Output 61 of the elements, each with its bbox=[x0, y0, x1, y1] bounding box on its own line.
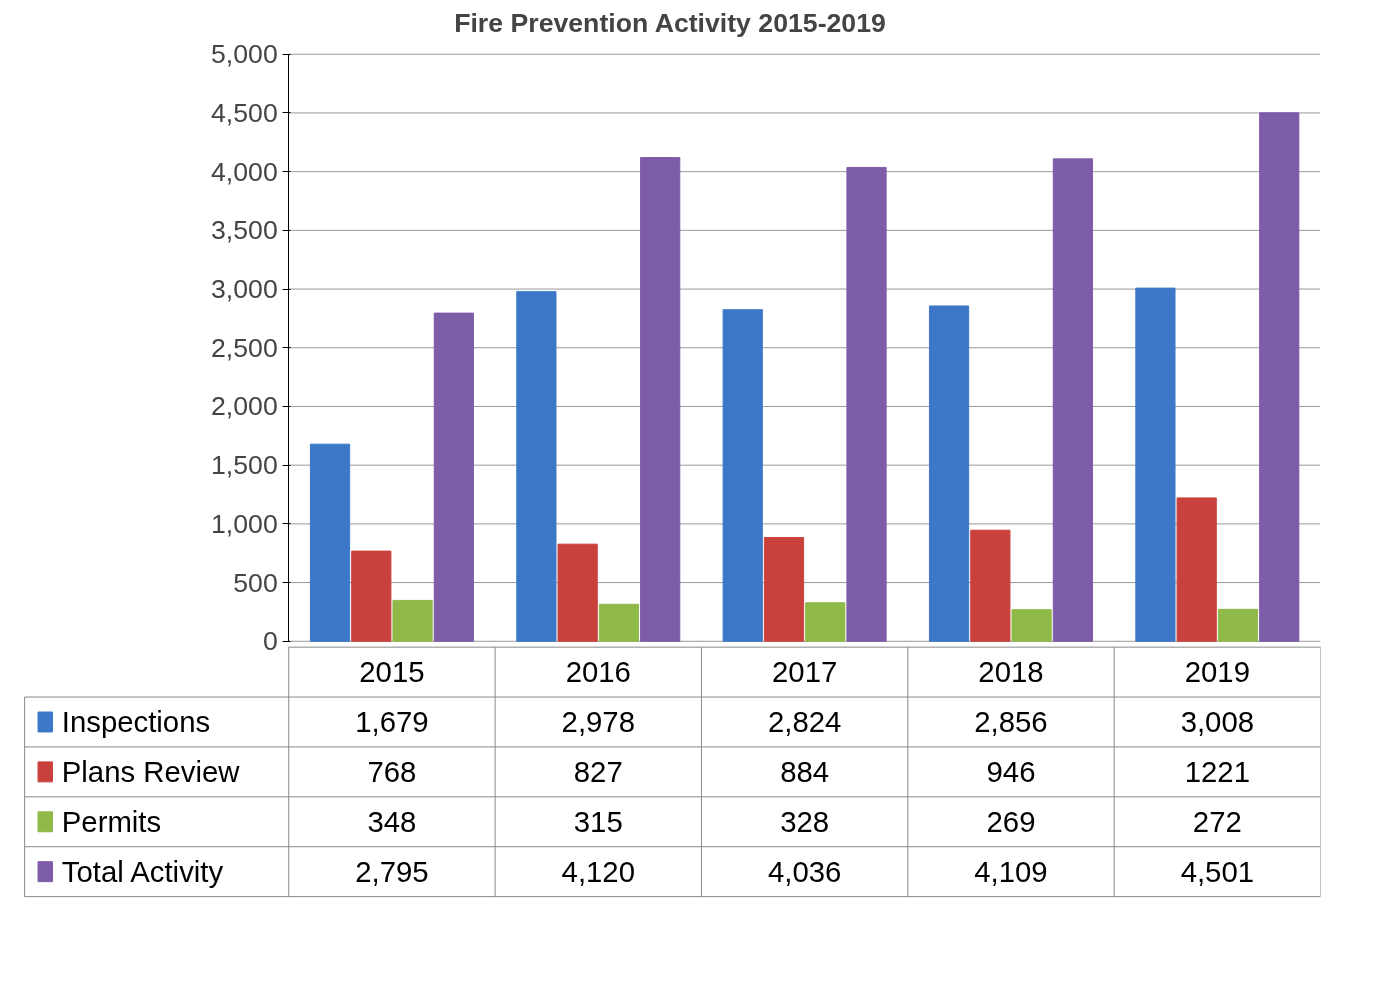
y-tick-label: 1,500 bbox=[211, 450, 278, 481]
x-tick-label: 2016 bbox=[565, 655, 631, 689]
y-tick-label: 4,500 bbox=[211, 97, 278, 128]
legend-label: Total Activity bbox=[61, 855, 224, 889]
y-tick-label: 5,000 bbox=[211, 39, 278, 70]
data-label: 3,008 bbox=[1180, 704, 1255, 738]
data-label: 946 bbox=[986, 754, 1036, 788]
bar bbox=[970, 529, 1011, 642]
data-label: 884 bbox=[780, 754, 830, 788]
data-label: 2,978 bbox=[561, 704, 635, 738]
data-label: 4,120 bbox=[561, 854, 635, 888]
y-tick-label: 2,000 bbox=[211, 391, 278, 422]
x-tick-label: 2018 bbox=[978, 655, 1044, 689]
bar bbox=[433, 312, 474, 642]
y-tick-label: 2,500 bbox=[211, 332, 278, 363]
bar bbox=[763, 536, 805, 642]
bar bbox=[516, 291, 557, 642]
data-label: 1,679 bbox=[355, 704, 429, 738]
bar bbox=[309, 443, 351, 642]
y-tick-label: 4,000 bbox=[211, 156, 278, 187]
y-tick-label: 1,000 bbox=[211, 508, 278, 539]
data-label: 4,109 bbox=[974, 854, 1048, 888]
y-tick-label: 500 bbox=[233, 567, 278, 598]
bar bbox=[805, 602, 846, 642]
legend-label: Permits bbox=[61, 805, 162, 839]
bar bbox=[392, 599, 433, 642]
bar bbox=[846, 166, 887, 642]
bar bbox=[1217, 608, 1259, 642]
bar bbox=[722, 309, 763, 642]
bar bbox=[1135, 287, 1176, 642]
bar bbox=[1052, 158, 1093, 642]
data-label: 2,824 bbox=[767, 704, 842, 738]
bar bbox=[557, 543, 598, 642]
data-label: 328 bbox=[780, 804, 830, 838]
data-label: 1221 bbox=[1184, 754, 1250, 788]
bar bbox=[1011, 609, 1052, 642]
bar bbox=[928, 305, 970, 642]
y-tick-label: 3,000 bbox=[211, 274, 278, 305]
y-tick-label: 0 bbox=[262, 626, 278, 657]
bar bbox=[640, 157, 681, 642]
x-tick-label: 2017 bbox=[772, 655, 838, 689]
chart-title: Fire Prevention Activity 2015-2019 bbox=[454, 7, 886, 38]
bar bbox=[1176, 497, 1217, 642]
data-label: 315 bbox=[573, 804, 623, 838]
data-label: 269 bbox=[986, 804, 1036, 838]
data-label: 768 bbox=[367, 754, 417, 788]
data-label: 2,795 bbox=[355, 854, 429, 888]
bar bbox=[1259, 112, 1300, 642]
data-label: 827 bbox=[573, 754, 623, 788]
x-tick-label: 2015 bbox=[359, 655, 425, 689]
data-label: 4,501 bbox=[1180, 854, 1255, 888]
bar bbox=[351, 550, 392, 642]
data-label: 272 bbox=[1192, 804, 1242, 838]
legend-label: Plans Review bbox=[61, 755, 241, 789]
data-label: 2,856 bbox=[974, 704, 1048, 738]
data-label: 4,036 bbox=[767, 854, 842, 888]
x-tick-label: 2019 bbox=[1184, 655, 1250, 689]
y-tick-label: 3,500 bbox=[211, 215, 278, 246]
bar bbox=[598, 603, 640, 642]
legend-label: Inspections bbox=[61, 705, 211, 739]
data-label: 348 bbox=[367, 804, 417, 838]
